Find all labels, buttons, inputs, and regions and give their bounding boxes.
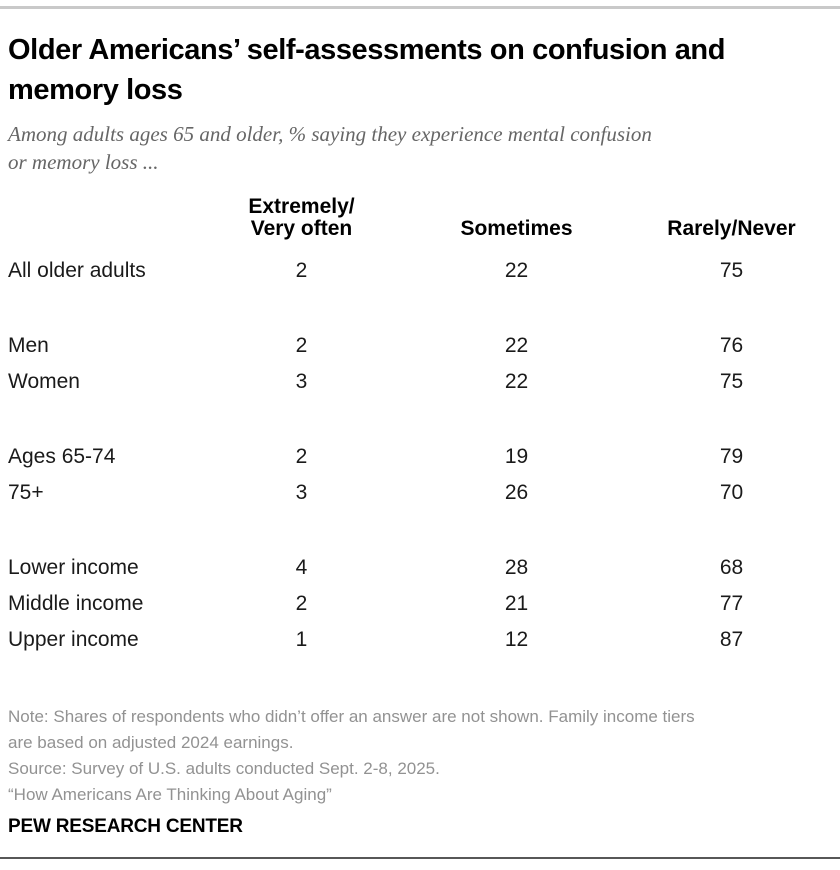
cell-value: 3 [295,481,308,504]
cell-value: 21 [504,592,529,615]
cell-value: 4 [295,556,308,579]
chart-title-line: memory loss [8,74,183,106]
row-label: Ages 65-74 [8,445,116,468]
row-group: Lower income 4 28 68 Middle income 2 21 77 Upper… [8,550,832,658]
top-divider [0,6,840,9]
cell-value: 77 [719,592,744,615]
cell-value: 22 [504,334,529,357]
footnotes: Note: Shares of respondents who didn’t o… [8,704,832,808]
table-header: Extremely/ Very often Sometimes Rarely/N… [8,196,832,240]
cell-value: 68 [719,556,744,579]
note-line: Note: Shares of respondents who didn’t o… [8,707,695,726]
row-label: Lower income [8,556,139,579]
cell-value: 19 [504,445,529,468]
row-label: All older adults [8,259,146,282]
cell-value: 2 [295,445,308,468]
row-label: Women [8,370,80,393]
chart-subtitle-line: or memory loss ... [8,150,159,174]
cell-value: 2 [295,592,308,615]
bottom-divider [0,857,840,859]
table-row: Lower income 4 28 68 [8,550,832,586]
cell-value: 75 [719,370,744,393]
table-row: 75+ 3 26 70 [8,475,832,511]
table-row: Middle income 2 21 77 [8,586,832,622]
cell-value: 1 [295,628,308,651]
row-label: Upper income [8,628,139,651]
table-body: All older adults 2 22 75 Men 2 22 76 Women 3 22 75 A… [8,253,832,658]
cell-value: 3 [295,370,308,393]
cell-value: 22 [504,370,529,393]
table-row: Ages 65-74 2 19 79 [8,439,832,475]
cell-value: 75 [719,259,744,282]
column-header-extremely-very-often: Extremely/ Very often [194,196,409,240]
source-line: Source: Survey of U.S. adults conducted … [8,759,440,778]
table-row: Men 2 22 76 [8,328,832,364]
chart-subtitle-line: Among adults ages 65 and older, % saying… [8,122,652,146]
row-label: Men [8,334,49,357]
table-row: Women 3 22 75 [8,364,832,400]
cell-value: 87 [719,628,744,651]
chart-subtitle: Among adults ages 65 and older, % saying… [8,120,832,176]
cell-value: 2 [295,259,308,282]
cell-value: 79 [719,445,744,468]
column-header-rarely-never: Rarely/Never [667,217,796,240]
column-header-sometimes: Sometimes [460,217,573,240]
cell-value: 26 [504,481,529,504]
cell-value: 22 [504,259,529,282]
cell-value: 12 [504,628,529,651]
cell-value: 28 [504,556,529,579]
row-label: 75+ [8,481,44,504]
column-header-line: Very often [250,217,353,240]
cell-value: 70 [719,481,744,504]
row-group: Men 2 22 76 Women 3 22 75 [8,328,832,400]
note-line: are based on adjusted 2024 earnings. [8,733,294,752]
table-row: All older adults 2 22 75 [8,253,832,289]
chart-title: Older Americans’ self-assessments on con… [8,30,832,110]
table-row: Upper income 1 12 87 [8,622,832,658]
chart-title-line: Older Americans’ self-assessments on con… [8,34,726,66]
pew-research-center-wordmark: PEW RESEARCH CENTER [8,816,243,837]
data-table: Extremely/ Very often Sometimes Rarely/N… [8,196,832,658]
row-group: All older adults 2 22 75 [8,253,832,289]
cell-value: 76 [719,334,744,357]
row-group: Ages 65-74 2 19 79 75+ 3 26 70 [8,439,832,511]
report-title-line: “How Americans Are Thinking About Aging” [8,785,332,804]
row-label: Middle income [8,592,144,615]
column-header-line: Extremely/ [248,195,355,218]
cell-value: 2 [295,334,308,357]
